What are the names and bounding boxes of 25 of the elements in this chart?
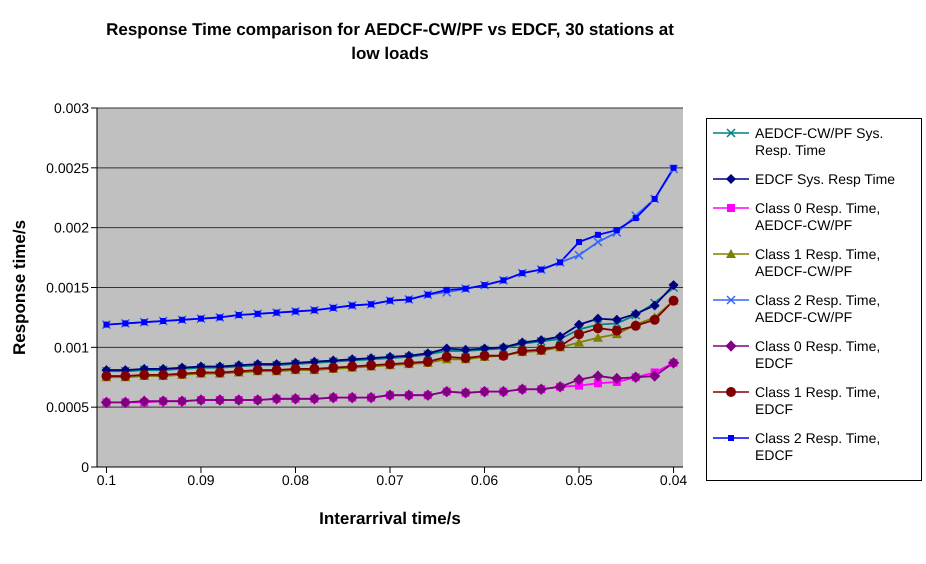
x-tick-label: 0.09	[187, 472, 215, 488]
chart-title: Response Time comparison for AEDCF-CW/PF vs EDCF, 30 stations at low loads	[105, 19, 675, 65]
x-axis-title: Interarrival time/s	[319, 509, 461, 528]
x-tick-label: 0.07	[376, 472, 404, 488]
y-tick-label: 0.0015	[46, 279, 90, 296]
legend-label: Class 1 Resp. Time, AEDCF-CW/PF	[755, 246, 882, 280]
x-tick-label: 0.04	[660, 472, 688, 488]
legend-label: AEDCF-CW/PF Sys. Resp. Time	[755, 125, 884, 159]
x-tick-label: 0.1	[96, 472, 116, 488]
y-tick-label: 0.003	[54, 100, 90, 116]
legend-label: Class 1 Resp. Time, EDCF	[755, 384, 882, 418]
x-tick-label: 0.08	[282, 472, 310, 488]
legend-label: EDCF Sys. Resp Time	[755, 171, 896, 188]
legend-label: Class 2 Resp. Time, AEDCF-CW/PF	[755, 292, 882, 326]
y-tick-label: 0.002	[54, 220, 90, 236]
legend-label: Class 0 Resp. Time, AEDCF-CW/PF	[755, 200, 882, 234]
legend-label: Class 2 Resp. Time, EDCF	[755, 430, 882, 464]
x-tick-label: 0.06	[470, 472, 498, 488]
y-tick-label: 0.001	[54, 339, 90, 356]
legend-label: Class 0 Resp. Time, EDCF	[755, 338, 882, 372]
y-tick-label: 0.0025	[46, 160, 90, 176]
x-tick-label: 0.05	[565, 472, 593, 488]
y-tick-label: 0.0005	[46, 399, 90, 416]
y-tick-label: 0	[81, 458, 90, 475]
y-axis-title: Response time/s	[10, 220, 30, 356]
